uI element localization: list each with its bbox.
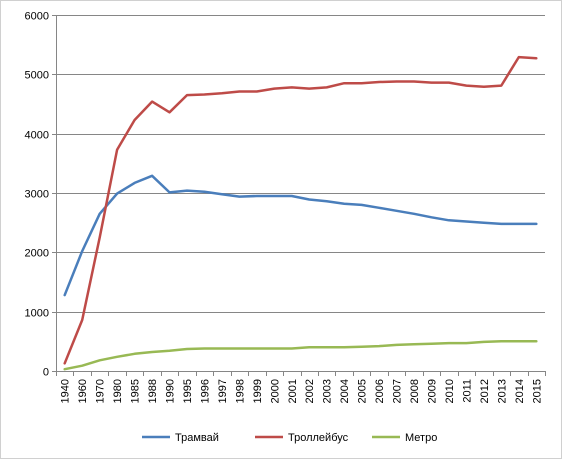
x-tick-label: 1995 [182, 379, 194, 403]
x-tick-label: 2015 [531, 379, 543, 403]
x-tick-label: 2001 [287, 379, 299, 403]
y-tick-label: 3000 [25, 189, 49, 201]
x-tick-label: 1985 [130, 379, 142, 403]
x-tick-label: 1997 [217, 379, 229, 403]
x-tick-label: 2011 [461, 379, 473, 403]
series-line-2 [63, 340, 538, 371]
y-tick-label: 1000 [25, 308, 49, 320]
series-line-1 [63, 55, 538, 365]
series-lines [63, 55, 538, 371]
x-tick-label: 1999 [252, 379, 264, 403]
series-line-0 [63, 174, 538, 297]
y-tick-labels: 0 1000 2000 3000 4000 5000 6000 [25, 11, 49, 379]
x-tick-label: 2006 [374, 379, 386, 403]
axes [52, 15, 546, 376]
x-tick-label: 2013 [496, 379, 508, 403]
x-tick-label: 2003 [322, 379, 334, 403]
x-tick-label: 2002 [304, 379, 316, 403]
y-tick-label: 2000 [25, 248, 49, 260]
x-tick-label: 2012 [479, 379, 491, 403]
legend: Трамвай Троллейбус Метро [142, 432, 437, 444]
x-tick-label: 2000 [269, 379, 281, 403]
x-tick-label: 1970 [95, 379, 107, 403]
x-tick-label: 2007 [392, 379, 404, 403]
x-tick-label: 2004 [339, 379, 351, 403]
y-tick-label: 5000 [25, 70, 49, 82]
x-tick-label: 1996 [199, 379, 211, 403]
x-tick-labels: 1940 1960 1970 1980 1985 1988 1990 1995 1996 1997… [60, 379, 544, 403]
x-tick-label: 2005 [357, 379, 369, 403]
y-tick-label: 4000 [25, 130, 49, 142]
x-tick-label: 1998 [234, 379, 246, 403]
x-tick-label: 2010 [444, 379, 456, 403]
y-tick-label: 6000 [25, 11, 49, 23]
x-tick-label: 1990 [165, 379, 177, 403]
gridlines [56, 15, 545, 313]
x-tick-label: 2008 [409, 379, 421, 403]
x-tick-label: 1988 [147, 379, 159, 403]
x-tick-label: 2014 [514, 379, 526, 403]
y-tick-label: 0 [43, 367, 49, 379]
x-tick-label: 1980 [112, 379, 124, 403]
legend-label: Троллейбус [288, 432, 349, 444]
legend-label: Метро [405, 432, 437, 444]
legend-label: Трамвай [175, 432, 219, 444]
x-tick-label: 2009 [426, 379, 438, 403]
x-tick-label: 1940 [60, 379, 72, 403]
x-tick-label: 1960 [77, 379, 89, 403]
